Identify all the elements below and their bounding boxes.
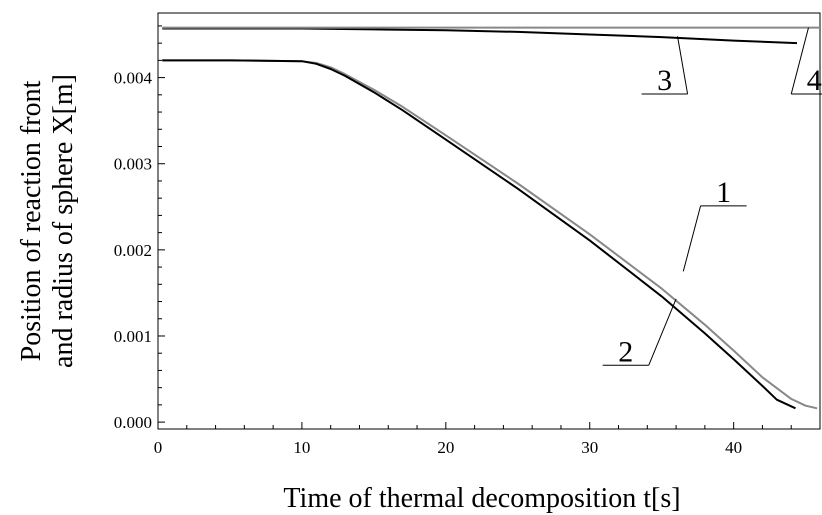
y-axis-title-line1: Position of reaction front — [16, 80, 47, 361]
annotation-label-3: 3 — [657, 64, 672, 97]
series-layer — [162, 26, 820, 410]
series-line-3 — [162, 27, 798, 45]
y-axis-title-line2: and radius of sphere X[m] — [48, 74, 79, 368]
x-tick-label: 20 — [437, 438, 454, 457]
annotation-leader-2 — [648, 298, 677, 366]
y-tick-label: 0.004 — [114, 69, 153, 88]
x-axis-title: Time of thermal decomposition t[s] — [283, 483, 680, 514]
annotation-label-2: 2 — [618, 335, 633, 368]
annotation-leader-3 — [677, 36, 689, 95]
x-tick-label: 40 — [725, 438, 742, 457]
plot-frame — [157, 12, 821, 430]
x-tick-label: 10 — [293, 438, 310, 457]
y-tick-label: 0.001 — [114, 327, 152, 346]
x-tick-label: 30 — [581, 438, 598, 457]
y-tick-label: 0.003 — [114, 155, 152, 174]
x-axis-ticks: 0 10 20 30 40 — [154, 422, 792, 457]
y-axis-ticks: 0.000 0.001 0.002 0.003 0.004 — [114, 25, 165, 432]
y-tick-label: 0.002 — [114, 241, 152, 260]
series-line-1 — [162, 59, 818, 410]
annotation-layer: 1 2 3 4 — [602, 27, 822, 368]
y-tick-label: 0.000 — [114, 413, 152, 432]
x-tick-label: 0 — [154, 438, 163, 457]
annotation-label-1: 1 — [716, 176, 731, 209]
annotation-leader-4 — [790, 27, 809, 95]
series-line-2 — [162, 59, 796, 410]
annotation-label-4: 4 — [807, 64, 822, 97]
annotation-leader-1 — [682, 205, 702, 272]
